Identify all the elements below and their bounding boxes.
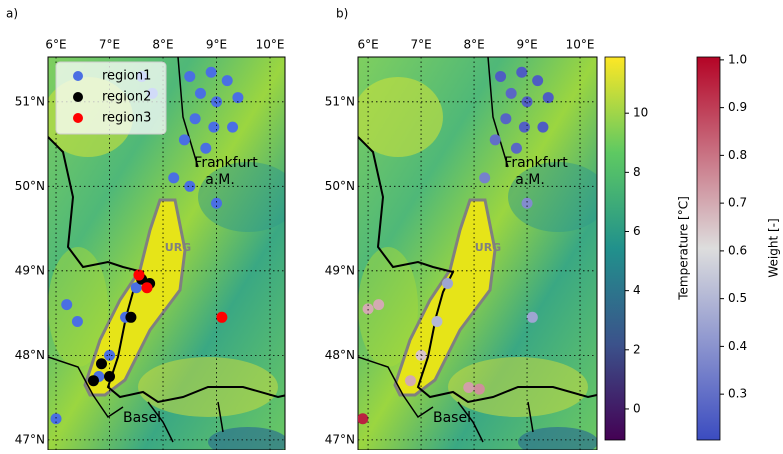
y-tick-label: 51°N (15, 94, 45, 108)
colorbar-tick-label: 10 (633, 106, 648, 120)
point (405, 375, 416, 386)
colorbar-tick-label: 0.6 (728, 243, 747, 257)
y-tick-label: 51°N (325, 94, 355, 108)
point (463, 382, 474, 393)
point (442, 278, 453, 289)
point (184, 181, 195, 192)
x-tick-label: 6°E (357, 38, 378, 52)
point (474, 384, 485, 395)
y-tick-label: 50°N (15, 179, 45, 193)
point (216, 312, 227, 323)
colorbar (605, 57, 625, 440)
point (208, 122, 219, 133)
colorbar (697, 57, 720, 440)
colorbar-tick-label: 0.9 (728, 100, 747, 114)
point (125, 312, 136, 323)
point (516, 67, 527, 78)
x-tick-label: 8°E (463, 38, 484, 52)
point (200, 143, 211, 154)
colorbar-label: Temperature [°C] (677, 196, 691, 301)
x-tick-label: 10°E (256, 38, 285, 52)
point (61, 299, 72, 310)
point (511, 143, 522, 154)
legend: region1 region2 region3 (56, 62, 166, 134)
point (227, 122, 238, 133)
colorbar-tick-label: 0.4 (728, 339, 747, 353)
x-tick-label: 7°E (99, 38, 120, 52)
x-tick-label: 7°E (410, 38, 431, 52)
place-label: URG (165, 241, 191, 254)
y-tick-label: 50°N (325, 179, 355, 193)
colorbar-tick-label: 4 (633, 283, 641, 297)
panel-label: b) (336, 7, 348, 21)
legend-marker (73, 71, 83, 81)
colorbar-tick-label: 6 (633, 224, 641, 238)
place-label: a.M. (205, 172, 235, 188)
colorbar-tick-label: 0.8 (728, 148, 747, 162)
x-tick-label: 9°E (516, 38, 537, 52)
point (532, 75, 543, 86)
place-label: URG (475, 241, 501, 254)
colorbar-tick-label: 0.7 (728, 196, 747, 210)
colorbar-tick-label: 0 (633, 401, 641, 415)
point (211, 198, 222, 209)
point (357, 413, 368, 424)
point (222, 75, 233, 86)
x-tick-label: 6°E (45, 38, 66, 52)
point (88, 375, 99, 386)
point (490, 134, 501, 145)
legend-marker (73, 92, 83, 102)
x-tick-label: 10°E (566, 38, 595, 52)
point (184, 71, 195, 82)
point (495, 71, 506, 82)
y-tick-label: 47°N (15, 432, 45, 446)
place-label: a.M. (515, 172, 545, 188)
x-tick-label: 9°E (206, 38, 227, 52)
colorbar-tick-label: 0.3 (728, 387, 747, 401)
point (190, 113, 201, 124)
point (373, 299, 384, 310)
figure: a) b) Frankfurt a.M. Basel URG Frankfurt… (0, 0, 783, 450)
point (500, 113, 511, 124)
legend-label: region1 (102, 69, 151, 84)
point (506, 88, 517, 99)
place-label: Frankfurt (504, 155, 568, 171)
legend-marker (73, 113, 83, 123)
point (527, 312, 538, 323)
colorbar-label: Weight [-] (767, 218, 781, 277)
y-tick-label: 49°N (15, 263, 45, 277)
point (141, 282, 152, 293)
point (522, 198, 533, 209)
colorbar-tick-label: 8 (633, 165, 641, 179)
point (206, 67, 217, 78)
place-label: Basel (123, 410, 161, 426)
panel-label: a) (6, 7, 18, 21)
point (537, 122, 548, 133)
point (431, 316, 442, 327)
point (519, 122, 530, 133)
place-label: Frankfurt (194, 155, 258, 171)
y-tick-label: 48°N (15, 348, 45, 362)
legend-label: region2 (102, 90, 151, 105)
point (168, 172, 179, 183)
legend-label: region3 (102, 111, 151, 126)
point (479, 172, 490, 183)
y-tick-label: 47°N (325, 432, 355, 446)
point (179, 134, 190, 145)
colorbar-tick-label: 0.5 (728, 291, 747, 305)
point (96, 358, 107, 369)
colorbar-tick-label: 1.0 (728, 52, 747, 66)
x-tick-label: 8°E (152, 38, 173, 52)
y-tick-label: 48°N (325, 348, 355, 362)
place-label: Basel (433, 410, 471, 426)
colorbar-tick-label: 2 (633, 342, 641, 356)
point (72, 316, 83, 327)
y-tick-label: 49°N (325, 263, 355, 277)
point (195, 88, 206, 99)
